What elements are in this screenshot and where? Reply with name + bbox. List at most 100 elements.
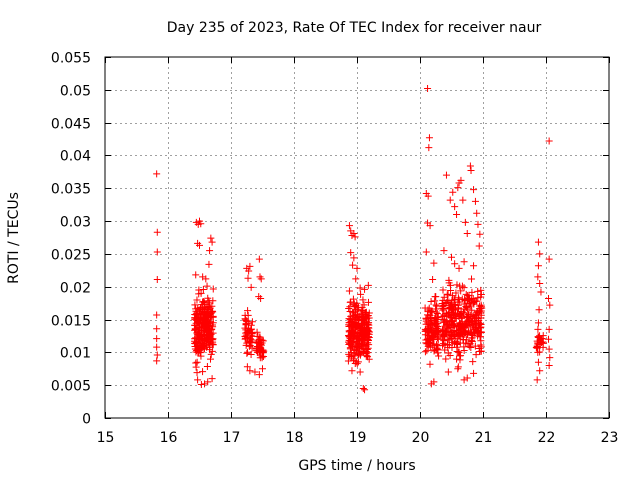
data-point	[439, 341, 447, 349]
data-point	[425, 144, 433, 152]
data-point	[192, 359, 200, 367]
data-point	[474, 294, 482, 302]
data-point	[209, 285, 217, 293]
data-point	[475, 344, 483, 352]
data-point	[197, 352, 205, 360]
data-points	[153, 85, 554, 394]
data-point	[471, 312, 479, 320]
data-point	[460, 300, 468, 308]
data-point	[349, 295, 357, 303]
data-point	[361, 334, 369, 342]
data-point	[454, 184, 462, 192]
data-point	[448, 332, 456, 340]
data-point	[471, 342, 479, 350]
data-point	[259, 337, 267, 345]
y-tick-label: 0.02	[60, 281, 91, 297]
data-point	[244, 274, 252, 282]
data-point	[423, 311, 431, 319]
data-point	[533, 376, 541, 384]
x-tick-label: 17	[223, 430, 241, 446]
y-tick-label: 0.015	[51, 314, 91, 330]
data-point	[248, 318, 256, 326]
data-point	[197, 303, 205, 311]
data-point	[425, 304, 433, 312]
y-tick-labels: 0 0.005 0.01 0.015 0.02 0.025 0.03 0.035 0.04 0.0…	[51, 51, 91, 428]
data-point	[362, 345, 370, 353]
data-point	[205, 260, 213, 268]
data-point	[192, 305, 200, 313]
data-point	[241, 332, 249, 340]
data-point	[423, 347, 431, 355]
data-point	[453, 347, 461, 355]
data-point	[345, 287, 353, 295]
data-point	[439, 306, 447, 314]
data-point	[192, 271, 200, 279]
data-point	[469, 358, 477, 366]
data-point	[204, 294, 212, 302]
data-point	[257, 340, 265, 348]
data-point	[537, 288, 545, 296]
data-point	[440, 247, 448, 255]
data-point	[454, 365, 462, 373]
data-point	[428, 308, 436, 316]
data-point	[533, 337, 541, 345]
y-tick-label: 0	[82, 412, 91, 428]
data-point	[255, 255, 263, 263]
data-point	[191, 345, 199, 353]
data-point	[426, 343, 434, 351]
data-point	[242, 317, 250, 325]
data-point	[251, 368, 259, 376]
data-point	[472, 327, 480, 335]
data-point	[462, 323, 470, 331]
data-point	[468, 318, 476, 326]
data-point	[199, 298, 207, 306]
data-point	[350, 230, 358, 238]
data-point	[203, 282, 211, 290]
data-point	[208, 375, 216, 383]
data-point	[460, 347, 468, 355]
data-point	[545, 137, 553, 145]
x-tick-label: 20	[412, 430, 430, 446]
data-point	[204, 312, 212, 320]
data-point	[448, 305, 456, 313]
y-tick-label: 0.045	[51, 117, 91, 133]
data-point	[203, 362, 211, 370]
data-point	[430, 319, 438, 327]
data-point	[346, 298, 354, 306]
data-point	[348, 367, 356, 375]
data-point	[440, 311, 448, 319]
x-tick-label: 23	[601, 430, 619, 446]
x-tick-label: 18	[286, 430, 304, 446]
data-point	[248, 329, 256, 337]
data-point	[361, 285, 369, 293]
data-point	[196, 313, 204, 321]
data-point	[356, 368, 364, 376]
data-point	[153, 248, 161, 256]
data-point	[429, 276, 437, 284]
data-point	[199, 368, 207, 376]
data-point	[442, 171, 450, 179]
data-point	[477, 291, 485, 299]
data-point	[204, 378, 212, 386]
data-point	[452, 338, 460, 346]
data-point	[535, 306, 543, 314]
axis-ticks	[105, 57, 610, 419]
data-point	[245, 267, 253, 275]
data-point	[361, 386, 369, 394]
data-point	[193, 358, 201, 366]
data-point	[258, 347, 266, 355]
y-tick-label: 0.05	[60, 84, 91, 100]
data-point	[463, 374, 471, 382]
data-point	[207, 234, 215, 242]
data-point	[435, 352, 443, 360]
data-point	[446, 196, 454, 204]
data-point	[461, 218, 469, 226]
data-point	[153, 325, 161, 333]
data-point	[458, 313, 466, 321]
x-tick-label: 21	[475, 430, 493, 446]
data-point	[457, 176, 465, 184]
data-point	[439, 340, 447, 348]
data-point	[428, 329, 436, 337]
data-point	[448, 317, 456, 325]
data-point	[153, 351, 161, 359]
